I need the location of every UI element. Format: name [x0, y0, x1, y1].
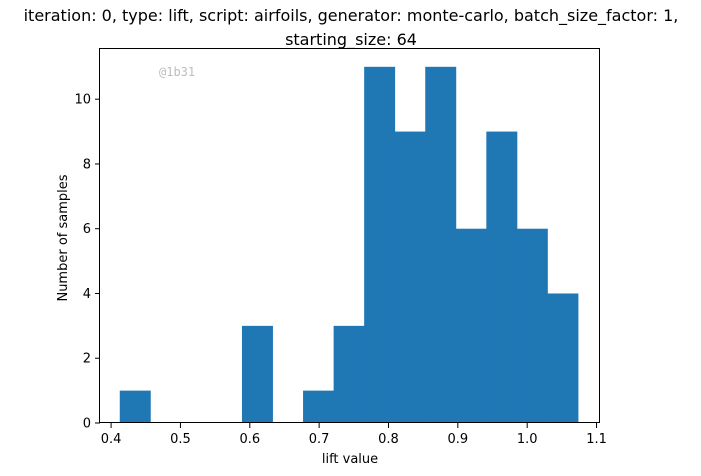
- x-tick-label: 1.0: [517, 432, 538, 447]
- x-tick-label: 0.6: [239, 432, 260, 447]
- histogram-bar: [425, 66, 457, 423]
- histogram-bar: [119, 390, 151, 423]
- y-axis-ticks: 0 2 4 6 8 10: [74, 93, 100, 432]
- plot-frame: [99, 48, 600, 423]
- x-tick-label: 0.8: [378, 432, 399, 447]
- histogram-bar: [394, 131, 426, 423]
- x-tick-label: 0.7: [309, 432, 330, 447]
- chart-title-line-1: iteration: 0, type: lift, script: airfoi…: [24, 6, 679, 26]
- histogram-bar: [364, 66, 396, 423]
- y-tick-label: 4: [83, 287, 91, 302]
- histogram-bar: [547, 293, 579, 423]
- y-tick-label: 6: [83, 222, 91, 237]
- x-tick-label: 0.4: [101, 432, 122, 447]
- histogram-bar: [516, 228, 548, 423]
- x-axis-ticks: 0.4 0.5 0.6 0.7 0.8 0.9 1.0 1.1: [101, 423, 607, 447]
- x-axis-label: lift value: [322, 452, 378, 467]
- y-tick-label: 10: [74, 93, 91, 108]
- watermark-text: @1b31: [159, 65, 195, 79]
- x-tick-label: 0.5: [170, 432, 191, 447]
- chart-title-line-2: starting_size: 64: [285, 30, 417, 50]
- y-tick-label: 0: [83, 417, 91, 432]
- x-tick-label: 1.1: [586, 432, 607, 447]
- y-axis-label: Number of samples: [56, 174, 71, 301]
- histogram-bar: [333, 325, 365, 423]
- histogram-bar: [486, 131, 518, 423]
- y-tick-label: 2: [83, 352, 91, 367]
- histogram-bar: [303, 390, 335, 423]
- x-tick-label: 0.9: [447, 432, 468, 447]
- y-tick-label: 8: [83, 157, 91, 172]
- histogram-bars: [119, 66, 579, 423]
- histogram-bar: [241, 325, 273, 423]
- histogram-bar: [455, 228, 487, 423]
